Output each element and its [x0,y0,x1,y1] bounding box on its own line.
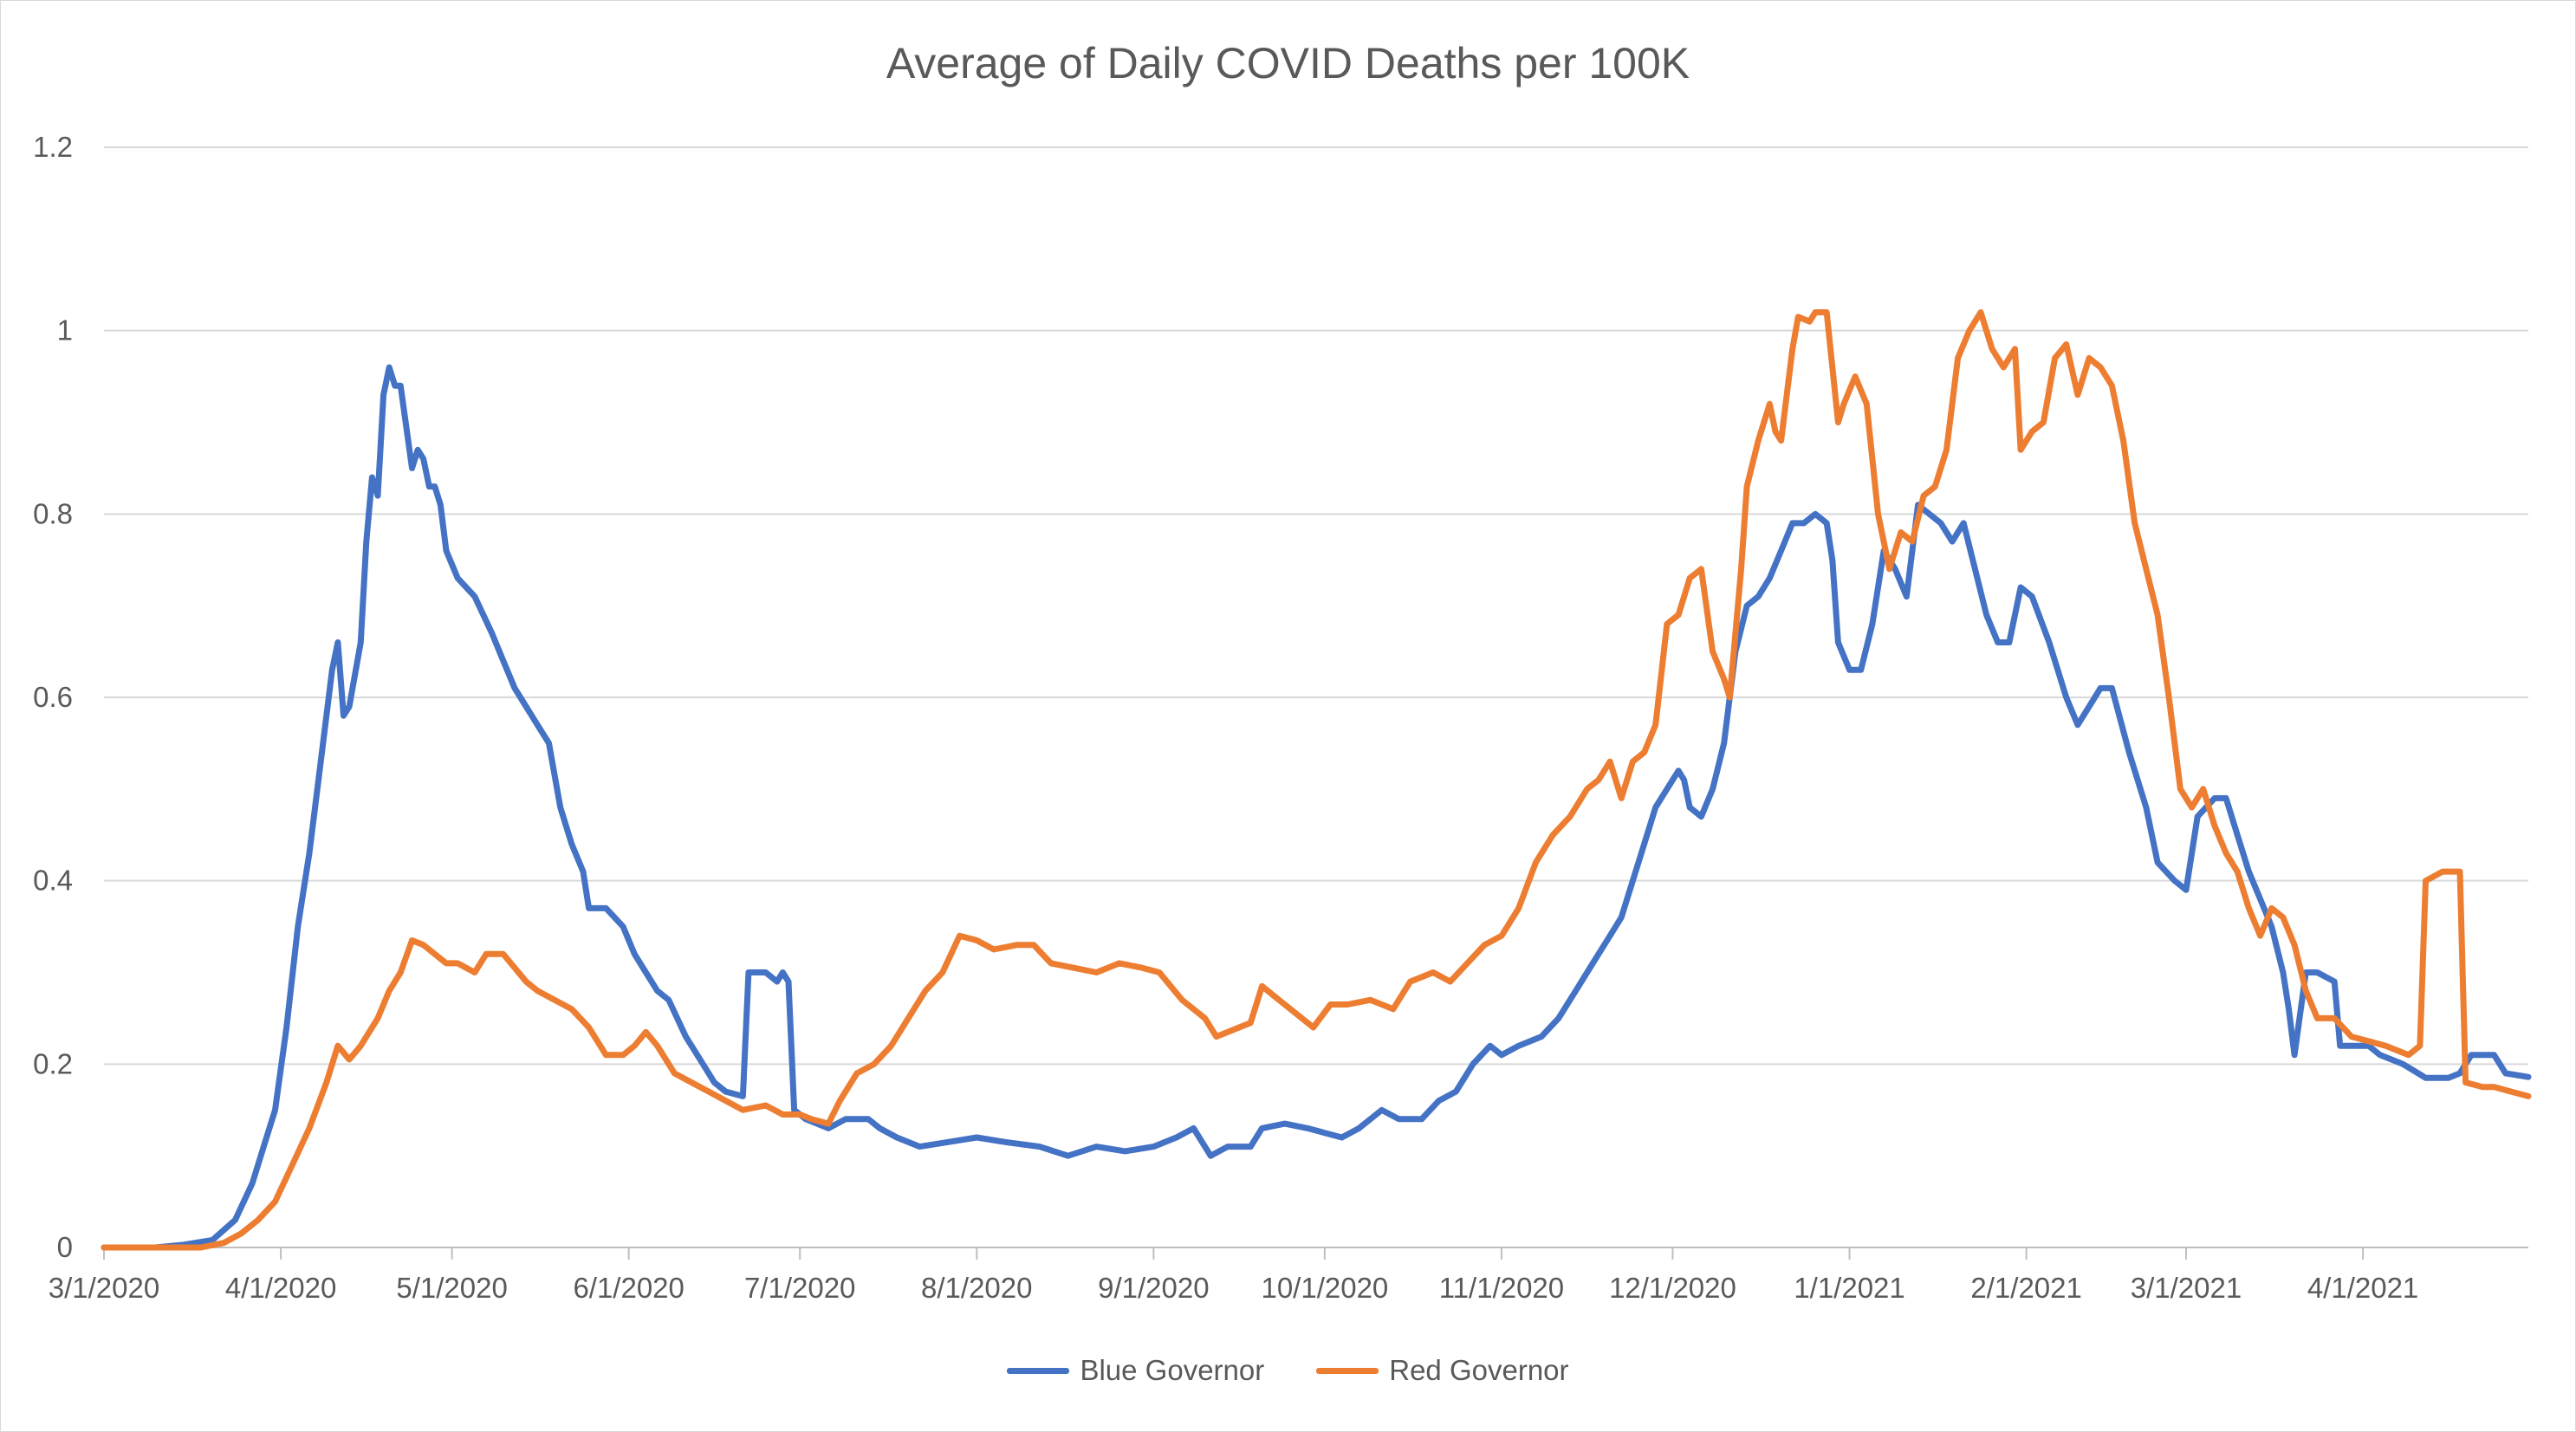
x-tick-label: 12/1/2020 [1609,1272,1736,1304]
legend-swatch-blue-governor [1007,1367,1070,1374]
x-tick-label: 4/1/2021 [2307,1272,2418,1304]
x-tick-label: 5/1/2020 [396,1272,507,1304]
x-tick-label: 1/1/2021 [1794,1272,1904,1304]
legend-item-red-governor: Red Governor [1316,1354,1569,1387]
x-tick-label: 8/1/2020 [921,1272,1032,1304]
x-tick-label: 3/1/2020 [49,1272,159,1304]
y-tick-label: 0.4 [33,865,73,897]
y-tick-label: 1 [57,314,73,347]
axis-labels: 0 0.2 0.4 0.6 0.8 1 1.2 3/1/2020 4/1/2020 5/1/202… [33,131,2418,1304]
x-tick-label: 9/1/2020 [1098,1272,1209,1304]
legend-label-blue-governor: Blue Governor [1080,1354,1265,1386]
y-tick-label: 0 [57,1231,73,1263]
y-tick-label: 0.8 [33,497,73,529]
chart-title: Average of Daily COVID Deaths per 100K [886,39,1690,87]
x-tick-label: 3/1/2021 [2131,1272,2242,1304]
series-lines [101,309,2532,1251]
x-tick-label: 7/1/2020 [744,1272,855,1304]
series-line-blue-governor [101,364,2532,1251]
x-tick-label: 2/1/2021 [1970,1272,2081,1304]
gridlines [104,146,2528,1248]
y-tick-label: 1.2 [33,131,73,163]
legend: Blue Governor Red Governor [0,1354,2576,1387]
legend-swatch-red-governor [1316,1367,1379,1374]
y-tick-label: 0.6 [33,681,73,713]
series-line-red-governor [101,309,2532,1251]
x-tick-label: 4/1/2020 [225,1272,336,1304]
x-tick-label: 11/1/2020 [1439,1272,1564,1304]
y-tick-label: 0.2 [33,1047,73,1079]
legend-label-red-governor: Red Governor [1389,1354,1569,1386]
legend-item-blue-governor: Blue Governor [1007,1354,1264,1387]
x-tick-label: 10/1/2020 [1261,1272,1388,1304]
x-tick-label: 6/1/2020 [573,1272,684,1304]
